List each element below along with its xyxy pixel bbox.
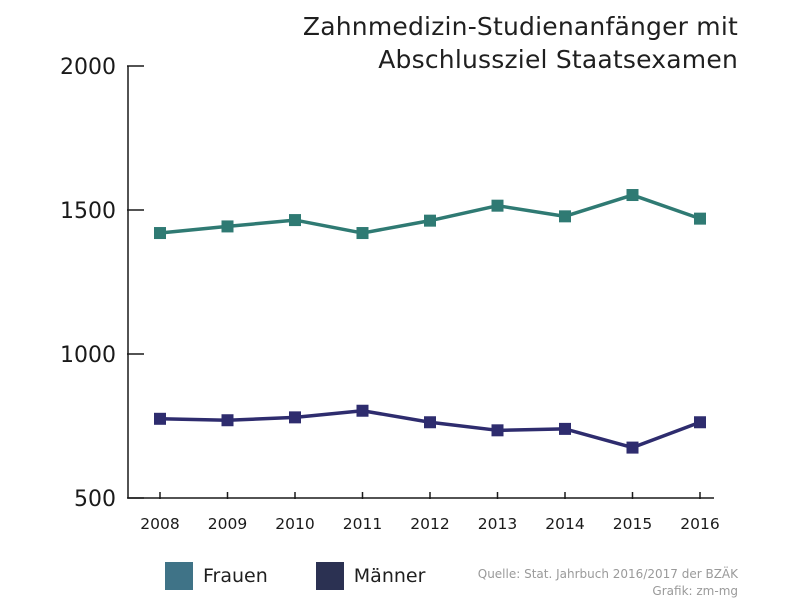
- x-tick-label-2010: 2010: [275, 515, 314, 533]
- source-line-2: Grafik: zm-mg: [652, 584, 738, 598]
- chart-title: Zahnmedizin-Studienanfänger mit Abschlus…: [303, 10, 738, 76]
- data-point-maenner-2011: [356, 404, 369, 417]
- data-point-maenner-2015: [626, 441, 639, 454]
- data-point-frauen-2014: [559, 210, 571, 223]
- x-tick-label-2008: 2008: [140, 515, 179, 533]
- series-line-frauen: [159, 193, 701, 235]
- data-point-maenner-2010: [289, 411, 301, 424]
- data-point-frauen-2008: [154, 227, 166, 240]
- legend-item-maenner: Männer: [315, 562, 426, 590]
- legend-swatch-maenner: [315, 562, 344, 590]
- data-point-frauen-2015: [626, 189, 639, 202]
- chart-title-line-1: Zahnmedizin-Studienanfänger mit: [302, 12, 738, 41]
- data-point-frauen-2016: [694, 212, 706, 225]
- x-tick-label-2013: 2013: [478, 515, 517, 533]
- data-point-maenner-2014: [559, 422, 571, 435]
- x-tick-label-2015: 2015: [613, 515, 652, 533]
- legend-item-frauen: Frauen: [165, 562, 268, 590]
- x-tick-label-2011: 2011: [343, 515, 382, 533]
- y-tick-label-2000: 2000: [60, 55, 116, 80]
- data-point-maenner-2008: [154, 412, 166, 425]
- y-tick-label-1000: 1000: [60, 343, 116, 368]
- data-point-frauen-2011: [356, 227, 369, 240]
- source-note: Quelle: Stat. Jahrbuch 2016/2017 der BZÄ…: [478, 566, 738, 600]
- y-tick-label-500: 500: [74, 487, 116, 512]
- data-point-frauen-2013: [491, 199, 504, 212]
- data-point-maenner-2013: [491, 424, 504, 437]
- data-point-frauen-2009: [221, 220, 234, 233]
- data-point-maenner-2016: [694, 416, 706, 429]
- data-point-maenner-2012: [424, 416, 436, 429]
- data-point-maenner-2009: [221, 414, 234, 427]
- legend-label-maenner: Männer: [353, 565, 426, 587]
- x-tick-label-2012: 2012: [410, 515, 449, 533]
- legend-swatch-frauen: [165, 562, 193, 590]
- chart-title-line-2: Abschlussziel Staatsexamen: [378, 45, 738, 74]
- x-tick-label-2014: 2014: [545, 515, 584, 533]
- data-point-frauen-2010: [289, 214, 301, 227]
- legend: Frauen Männer: [165, 562, 473, 590]
- x-tick-label-2009: 2009: [208, 515, 247, 533]
- x-tick-label-2016: 2016: [680, 515, 719, 533]
- source-line-1: Quelle: Stat. Jahrbuch 2016/2017 der BZÄ…: [477, 567, 738, 581]
- y-tick-label-1500: 1500: [60, 199, 116, 224]
- legend-label-frauen: Frauen: [203, 565, 268, 587]
- data-point-frauen-2012: [424, 214, 436, 227]
